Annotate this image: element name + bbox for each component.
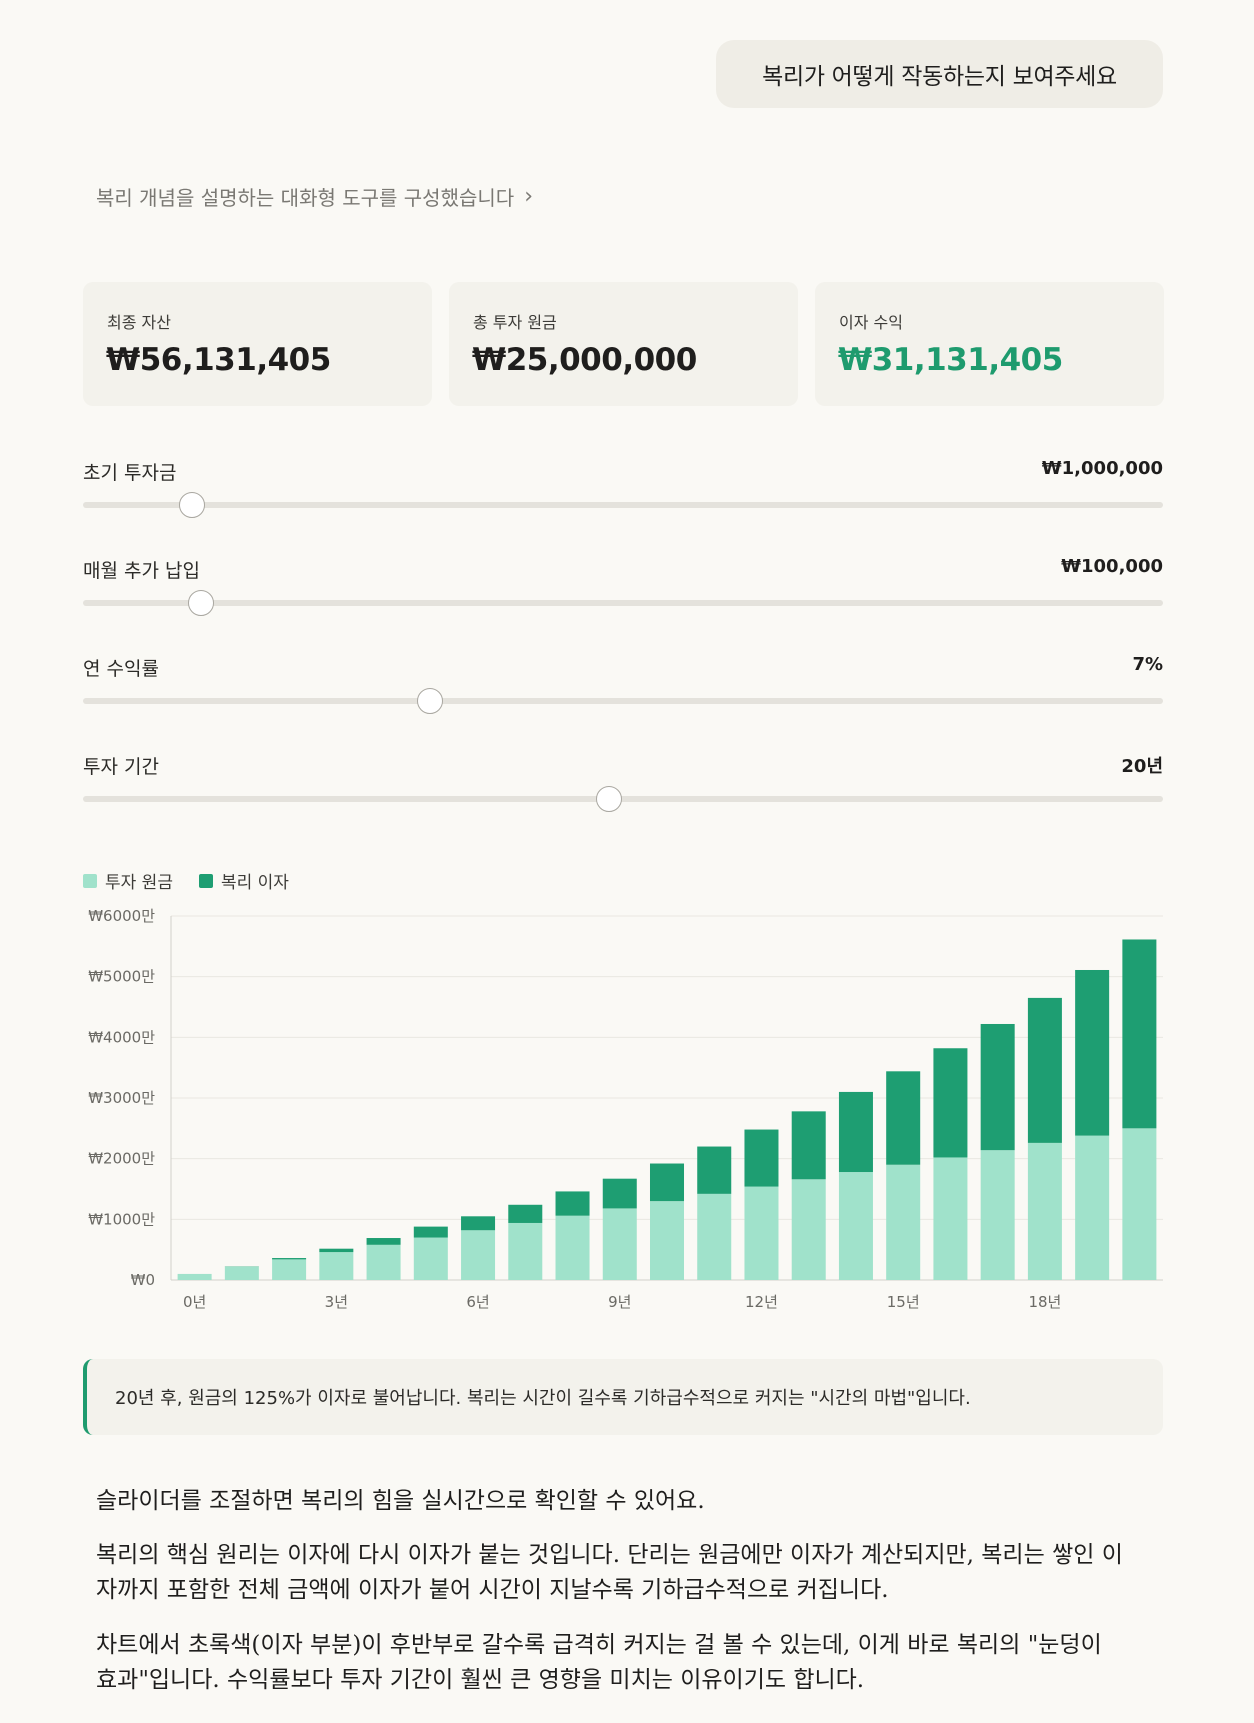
bar-principal bbox=[980, 1150, 1015, 1280]
total-principal-value: ₩25,000,000 bbox=[472, 342, 697, 378]
x-tick-label: 9년 bbox=[608, 1293, 631, 1311]
bar-principal bbox=[413, 1237, 448, 1280]
bar-principal bbox=[366, 1244, 401, 1280]
annual-return-slider-thumb[interactable] bbox=[416, 688, 443, 714]
bar-interest bbox=[649, 1163, 685, 1202]
annual-return-label: 연 수익률 bbox=[83, 658, 159, 680]
y-tick-label: ₩2000만 bbox=[88, 1150, 155, 1168]
legend-swatch-principal bbox=[83, 873, 97, 888]
final-asset-label: 최종 자산 bbox=[107, 313, 171, 332]
bar-interest bbox=[1075, 969, 1110, 1136]
bar-interest bbox=[1027, 997, 1062, 1143]
total-principal-label: 총 투자 원금 bbox=[473, 313, 557, 332]
bar-interest bbox=[602, 1178, 637, 1209]
x-tick-label: 3년 bbox=[325, 1293, 348, 1311]
y-tick-label: ₩5000만 bbox=[88, 968, 155, 986]
x-tick-label: 18년 bbox=[1028, 1293, 1061, 1311]
x-tick-label: 6년 bbox=[466, 1293, 489, 1311]
monthly-contribution-slider-thumb[interactable] bbox=[187, 590, 214, 616]
initial-investment-track[interactable] bbox=[83, 502, 1163, 508]
bar-principal bbox=[508, 1222, 543, 1280]
interest-earned-card: 이자 수익 ₩31,131,405 bbox=[815, 282, 1164, 406]
insight-text: 20년 후, 원금의 125%가 이자로 불어납니다. 복리는 시간이 길수록 … bbox=[115, 1388, 971, 1409]
legend-item-interest: 복리 이자 bbox=[198, 868, 289, 893]
investment-period-value: 20년 bbox=[1121, 756, 1163, 777]
y-tick-label: ₩6000만 bbox=[88, 907, 155, 925]
legend-label-principal: 투자 원금 bbox=[105, 873, 173, 893]
chevron-right-icon: › bbox=[524, 184, 533, 209]
bar-interest bbox=[461, 1216, 496, 1231]
bar-interest bbox=[886, 1071, 921, 1165]
bar-interest bbox=[366, 1238, 401, 1245]
y-tick-label: ₩4000만 bbox=[88, 1028, 155, 1046]
final-asset-card: 최종 자산 ₩56,131,405 bbox=[83, 282, 432, 406]
investment-period-track[interactable] bbox=[83, 796, 1163, 802]
compound-growth-chart: ₩0 ₩1000만 ₩2000만 ₩3000만 ₩4000만 ₩5000만 ₩6000만 0년… bbox=[88, 907, 1163, 1311]
thinking-summary[interactable]: 복리 개념을 설명하는 대화형 도구를 구성했습니다 › bbox=[96, 182, 533, 211]
initial-investment-value: ₩1,000,000 bbox=[1041, 458, 1163, 479]
user-message-bubble: 복리가 어떻게 작동하는지 보여주세요 bbox=[716, 40, 1163, 108]
legend-swatch-interest bbox=[198, 873, 213, 888]
bar-principal bbox=[886, 1164, 921, 1280]
final-asset-value: ₩56,131,405 bbox=[106, 342, 331, 378]
bar-principal bbox=[461, 1230, 496, 1280]
thinking-summary-text: 복리 개념을 설명하는 대화형 도구를 구성했습니다 bbox=[96, 186, 515, 210]
monthly-contribution-label: 매월 추가 납입 bbox=[83, 560, 200, 582]
response-paragraph-3: 차트에서 초록색(이자 부분)이 후반부로 갈수록 급격히 커지는 걸 볼 수 … bbox=[96, 1632, 1102, 1693]
user-message-text: 복리가 어떻게 작동하는지 보여주세요 bbox=[762, 64, 1117, 90]
bar-interest bbox=[791, 1111, 826, 1180]
x-tick-label: 0년 bbox=[183, 1293, 206, 1311]
bar-principal bbox=[933, 1157, 968, 1280]
bar-principal bbox=[649, 1201, 685, 1280]
legend-label-interest: 복리 이자 bbox=[220, 873, 289, 893]
bar-principal bbox=[177, 1273, 212, 1280]
bar-principal bbox=[602, 1208, 637, 1280]
y-tick-label: ₩1000만 bbox=[88, 1210, 155, 1228]
x-tick-label: 12년 bbox=[745, 1293, 778, 1311]
bar-interest bbox=[413, 1226, 448, 1238]
response-paragraph-1: 슬라이더를 조절하면 복리의 힘을 실시간으로 확인할 수 있어요. bbox=[96, 1488, 705, 1514]
interest-earned-value: ₩31,131,405 bbox=[838, 342, 1063, 378]
bar-interest bbox=[933, 1048, 968, 1158]
bar-principal bbox=[272, 1259, 307, 1280]
monthly-contribution-track[interactable] bbox=[83, 600, 1163, 606]
bar-interest bbox=[508, 1204, 543, 1223]
bar-principal bbox=[697, 1193, 732, 1280]
bar-principal bbox=[1027, 1142, 1062, 1280]
y-tick-label: ₩3000만 bbox=[88, 1089, 155, 1107]
initial-investment-label: 초기 투자금 bbox=[83, 462, 177, 484]
bar-principal bbox=[1122, 1128, 1157, 1280]
interest-earned-label: 이자 수익 bbox=[839, 313, 903, 332]
monthly-contribution-value: ₩100,000 bbox=[1061, 556, 1163, 577]
bar-interest bbox=[319, 1248, 354, 1253]
x-tick-label: 15년 bbox=[887, 1293, 920, 1311]
bar-principal bbox=[555, 1215, 590, 1280]
bar-principal bbox=[224, 1266, 259, 1280]
bar-principal bbox=[791, 1179, 826, 1280]
investment-period-slider-thumb[interactable] bbox=[595, 786, 622, 812]
annual-return-track[interactable] bbox=[83, 698, 1163, 704]
bar-principal bbox=[838, 1172, 873, 1280]
investment-period-label: 투자 기간 bbox=[83, 756, 159, 778]
annual-return-value: 7% bbox=[1132, 654, 1163, 675]
bar-interest bbox=[272, 1258, 307, 1260]
bar-principal bbox=[319, 1252, 354, 1280]
bar-interest bbox=[838, 1091, 873, 1173]
bar-interest bbox=[1122, 939, 1157, 1129]
bar-interest bbox=[555, 1191, 590, 1216]
y-tick-label: ₩0 bbox=[131, 1271, 155, 1289]
bar-interest bbox=[980, 1023, 1015, 1151]
legend-item-principal: 투자 원금 bbox=[83, 868, 173, 893]
bar-principal bbox=[1075, 1135, 1110, 1280]
response-paragraph-2: 복리의 핵심 원리는 이자에 다시 이자가 붙는 것입니다. 단리는 원금에만 … bbox=[96, 1542, 1123, 1603]
bar-principal bbox=[744, 1186, 779, 1280]
bar-interest bbox=[697, 1146, 732, 1194]
insight-callout: 20년 후, 원금의 125%가 이자로 불어납니다. 복리는 시간이 길수록 … bbox=[83, 1359, 1163, 1435]
bar-interest bbox=[744, 1129, 779, 1187]
chart-legend: 투자 원금 복리 이자 bbox=[83, 868, 289, 893]
initial-investment-slider-thumb[interactable] bbox=[179, 492, 206, 518]
total-principal-card: 총 투자 원금 ₩25,000,000 bbox=[449, 282, 798, 406]
